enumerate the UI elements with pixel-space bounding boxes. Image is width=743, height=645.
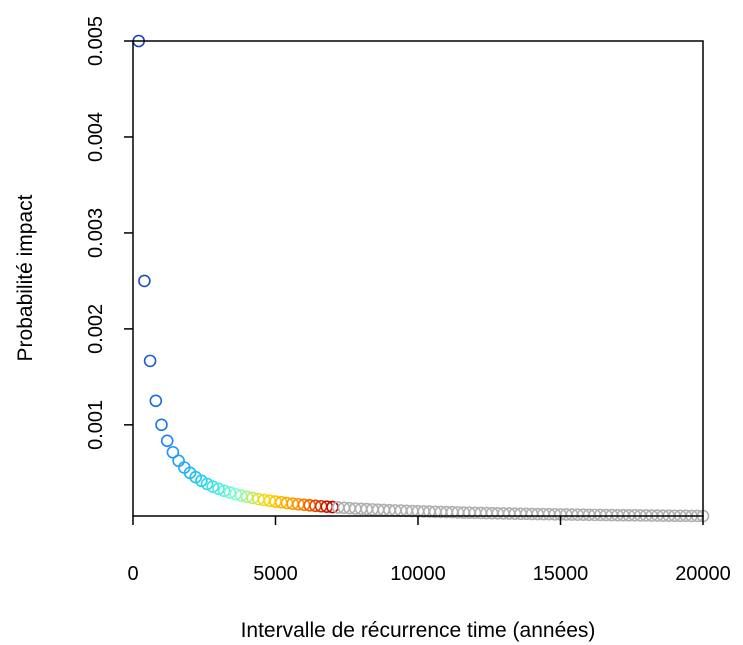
x-tick-label: 15000 <box>533 563 589 585</box>
data-point <box>200 477 214 491</box>
data-point <box>212 482 225 496</box>
data-point <box>206 480 220 493</box>
data-point <box>143 354 157 368</box>
data-point <box>155 418 168 432</box>
y-tick-label: 0.003 <box>85 208 107 258</box>
data-point <box>138 274 151 288</box>
y-tick-label: 0.004 <box>85 112 107 162</box>
data-point <box>223 486 237 499</box>
data-point <box>172 454 185 468</box>
data-points <box>132 34 710 523</box>
data-point <box>160 434 174 448</box>
y-axis-title: Probabilité impact <box>14 194 37 361</box>
x-tick-label: 0 <box>127 563 138 585</box>
x-axis: 0 5000 10000 15000 20000 <box>127 516 731 585</box>
data-point <box>166 445 180 459</box>
y-tick-label: 0.001 <box>85 400 107 450</box>
plot-frame <box>132 40 704 517</box>
data-point <box>235 489 248 502</box>
x-axis-title: Intervalle de récurrence time (années) <box>241 619 596 642</box>
data-point <box>229 487 242 501</box>
y-tick-label: 0.002 <box>85 304 107 354</box>
y-tick-label: 0.005 <box>85 16 107 66</box>
x-tick-label: 5000 <box>253 563 298 585</box>
y-axis: 0.001 0.002 0.003 0.004 0.005 <box>85 16 133 450</box>
x-tick-label: 20000 <box>675 563 731 585</box>
data-point <box>149 394 163 408</box>
data-point <box>217 484 231 498</box>
x-tick-label: 10000 <box>390 563 446 585</box>
